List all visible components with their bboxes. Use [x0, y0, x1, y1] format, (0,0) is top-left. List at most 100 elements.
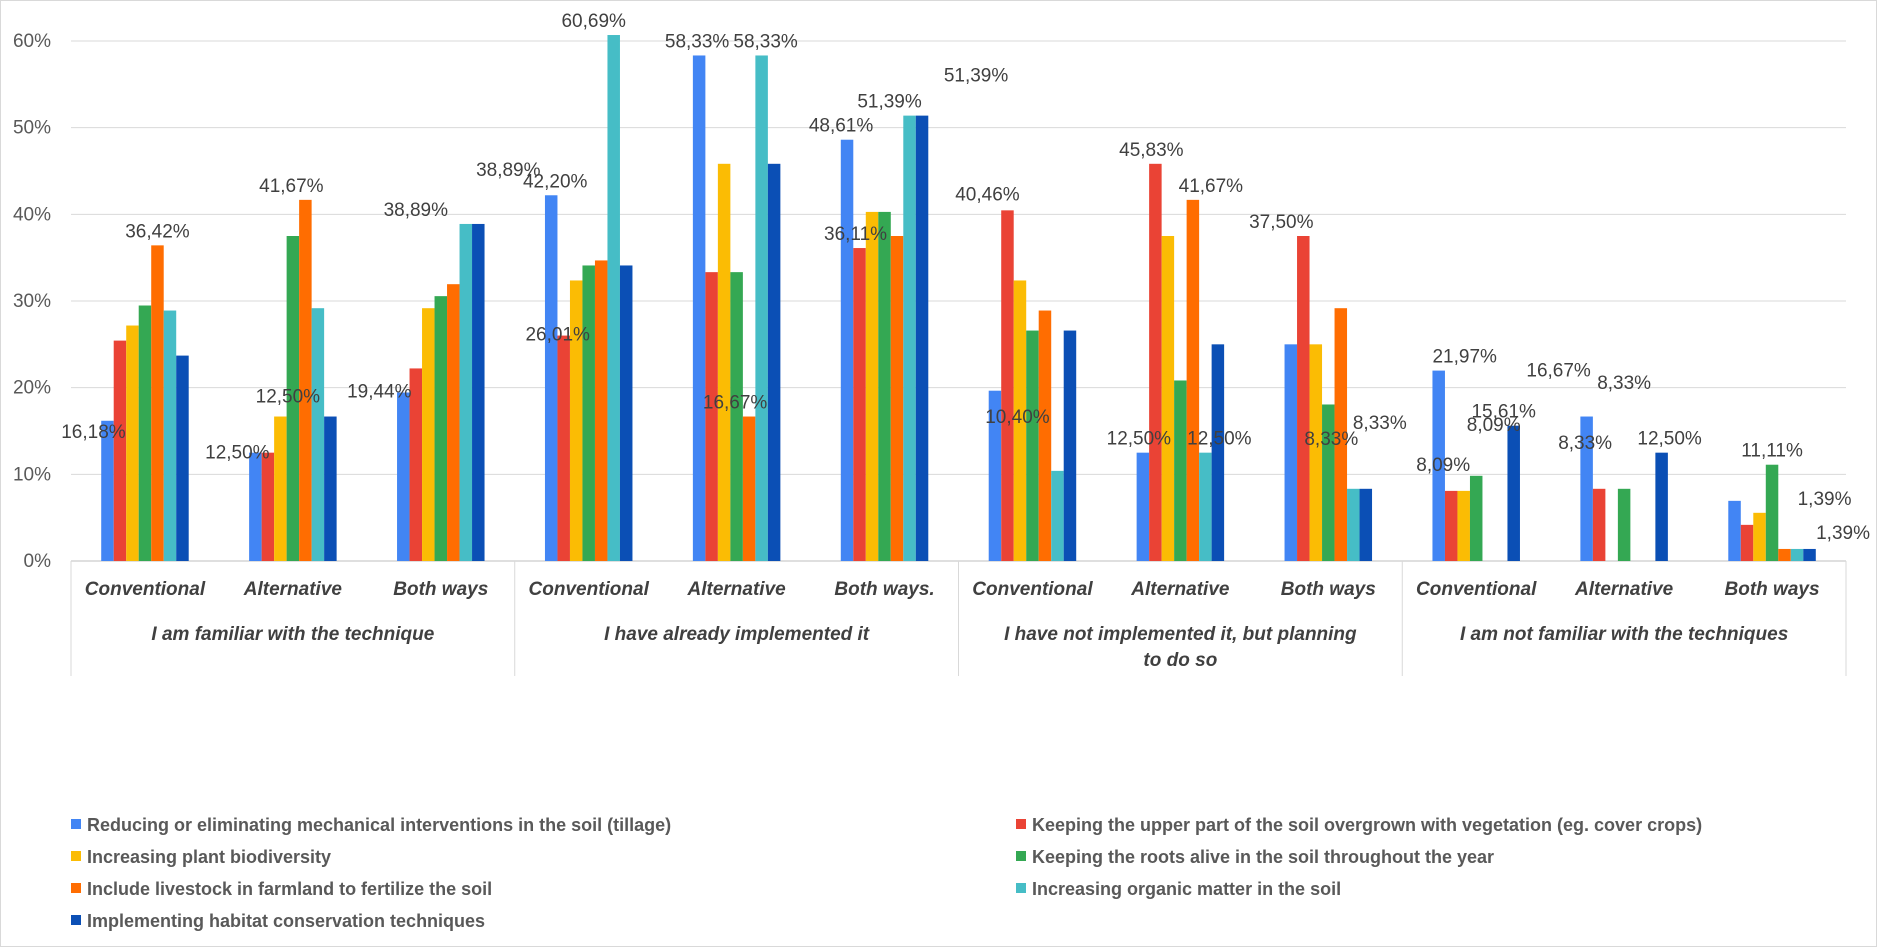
bar [1186, 199, 1200, 562]
bar [113, 340, 127, 561]
bar [1507, 425, 1520, 561]
x-tick-label: Alternative [243, 579, 343, 600]
bar [1309, 344, 1323, 561]
bar [1026, 330, 1039, 561]
data-label: 41,67% [1179, 176, 1244, 197]
bar [705, 272, 718, 561]
bar [1580, 416, 1593, 561]
bar [890, 236, 904, 561]
data-label: 16,67% [1526, 361, 1591, 382]
bar [840, 139, 854, 562]
x-tick-label: Both ways. [834, 579, 934, 600]
x-tick-label: Alternative [1130, 579, 1230, 600]
legend-swatch [1016, 851, 1026, 862]
bar [903, 115, 916, 562]
bar [755, 55, 768, 562]
data-label: 12,50% [1637, 429, 1702, 450]
legend-swatch [1016, 819, 1026, 830]
bar [1199, 452, 1212, 561]
bar [176, 355, 189, 561]
data-label: 58,33% [665, 31, 730, 52]
legend-item: Implementing habitat conservation techni… [71, 911, 485, 932]
legend-item: Increasing plant biodiversity [71, 847, 331, 868]
bar [619, 265, 633, 561]
data-label: 19,44% [347, 382, 412, 403]
data-label: 38,89% [476, 160, 541, 181]
data-label: 58,33% [733, 31, 798, 52]
x-tick-label: Both ways [1281, 579, 1376, 600]
bar [274, 416, 287, 561]
data-label: 8,33% [1558, 433, 1612, 454]
data-label: 8,33% [1597, 373, 1651, 394]
data-label: 8,09% [1416, 455, 1470, 476]
legend-item: Keeping the roots alive in the soil thro… [1016, 847, 1494, 868]
bar [1359, 488, 1373, 561]
bar [138, 305, 152, 561]
legend-label: Include livestock in farmland to fertili… [87, 879, 493, 899]
bar [261, 452, 275, 561]
bar [1174, 380, 1187, 561]
bar [582, 265, 595, 561]
y-tick-label: 10% [13, 464, 51, 485]
data-label: 26,01% [525, 325, 590, 346]
group-label: I am not familiar with the techniques [1460, 624, 1788, 645]
bar [853, 248, 866, 561]
legend-label: Keeping the upper part of the soil overg… [1032, 815, 1703, 835]
bar [447, 284, 460, 561]
data-label: 11,11% [1741, 441, 1803, 462]
bar [1013, 280, 1027, 561]
legend-swatch [71, 883, 81, 894]
bar [311, 308, 325, 561]
x-tick-label: Alternative [1574, 579, 1674, 600]
data-label: 40,46% [955, 184, 1020, 205]
bar [1457, 490, 1470, 561]
data-label: 51,39% [944, 66, 1009, 87]
bar [1149, 163, 1162, 561]
bar [607, 35, 620, 561]
bar [459, 223, 473, 561]
bar [557, 335, 570, 561]
bar [1001, 210, 1014, 561]
data-label: 38,89% [384, 200, 449, 221]
y-tick-label: 30% [13, 291, 51, 312]
data-label: 12,50% [1187, 429, 1252, 450]
y-tick-label: 60% [13, 31, 51, 52]
legend-label: Keeping the roots alive in the soil thro… [1032, 847, 1495, 867]
bar [1211, 344, 1225, 561]
legend-swatch [71, 819, 81, 830]
legend-item: Include livestock in farmland to fertili… [71, 879, 492, 900]
data-label: 10,40% [985, 407, 1050, 428]
bar [1778, 548, 1791, 561]
legend-item: Increasing organic matter in the soil [1016, 879, 1341, 900]
group-label: I have not implemented it, but planning t… [1004, 624, 1357, 671]
bar [163, 310, 177, 561]
bar [594, 260, 608, 561]
data-label: 8,33% [1353, 413, 1407, 434]
bar [1136, 452, 1150, 561]
bar [1790, 548, 1804, 561]
y-tick-label: 40% [13, 204, 51, 225]
x-tick-label: Conventional [85, 579, 206, 600]
legend-label: Implementing habitat conservation techni… [87, 911, 486, 931]
bar [569, 280, 583, 561]
bar [988, 390, 1002, 561]
bar [717, 163, 731, 561]
bar [1432, 370, 1445, 561]
bar [1347, 488, 1360, 561]
bar [1655, 452, 1668, 561]
bar [742, 416, 756, 561]
data-label: 16,67% [703, 393, 768, 414]
data-label: 8,09% [1467, 415, 1521, 436]
legend-label: Increasing plant biodiversity [87, 847, 332, 867]
bar [397, 392, 410, 561]
bar [126, 325, 139, 561]
x-tick-label: Both ways [1725, 579, 1820, 600]
data-label: 12,50% [205, 443, 270, 464]
data-label: 16,18% [61, 422, 126, 443]
bar [544, 195, 558, 561]
bar [1740, 524, 1754, 561]
bar [767, 163, 781, 561]
data-label: 37,50% [1249, 212, 1314, 233]
x-tick-label: Alternative [687, 579, 787, 600]
bar [434, 296, 448, 561]
